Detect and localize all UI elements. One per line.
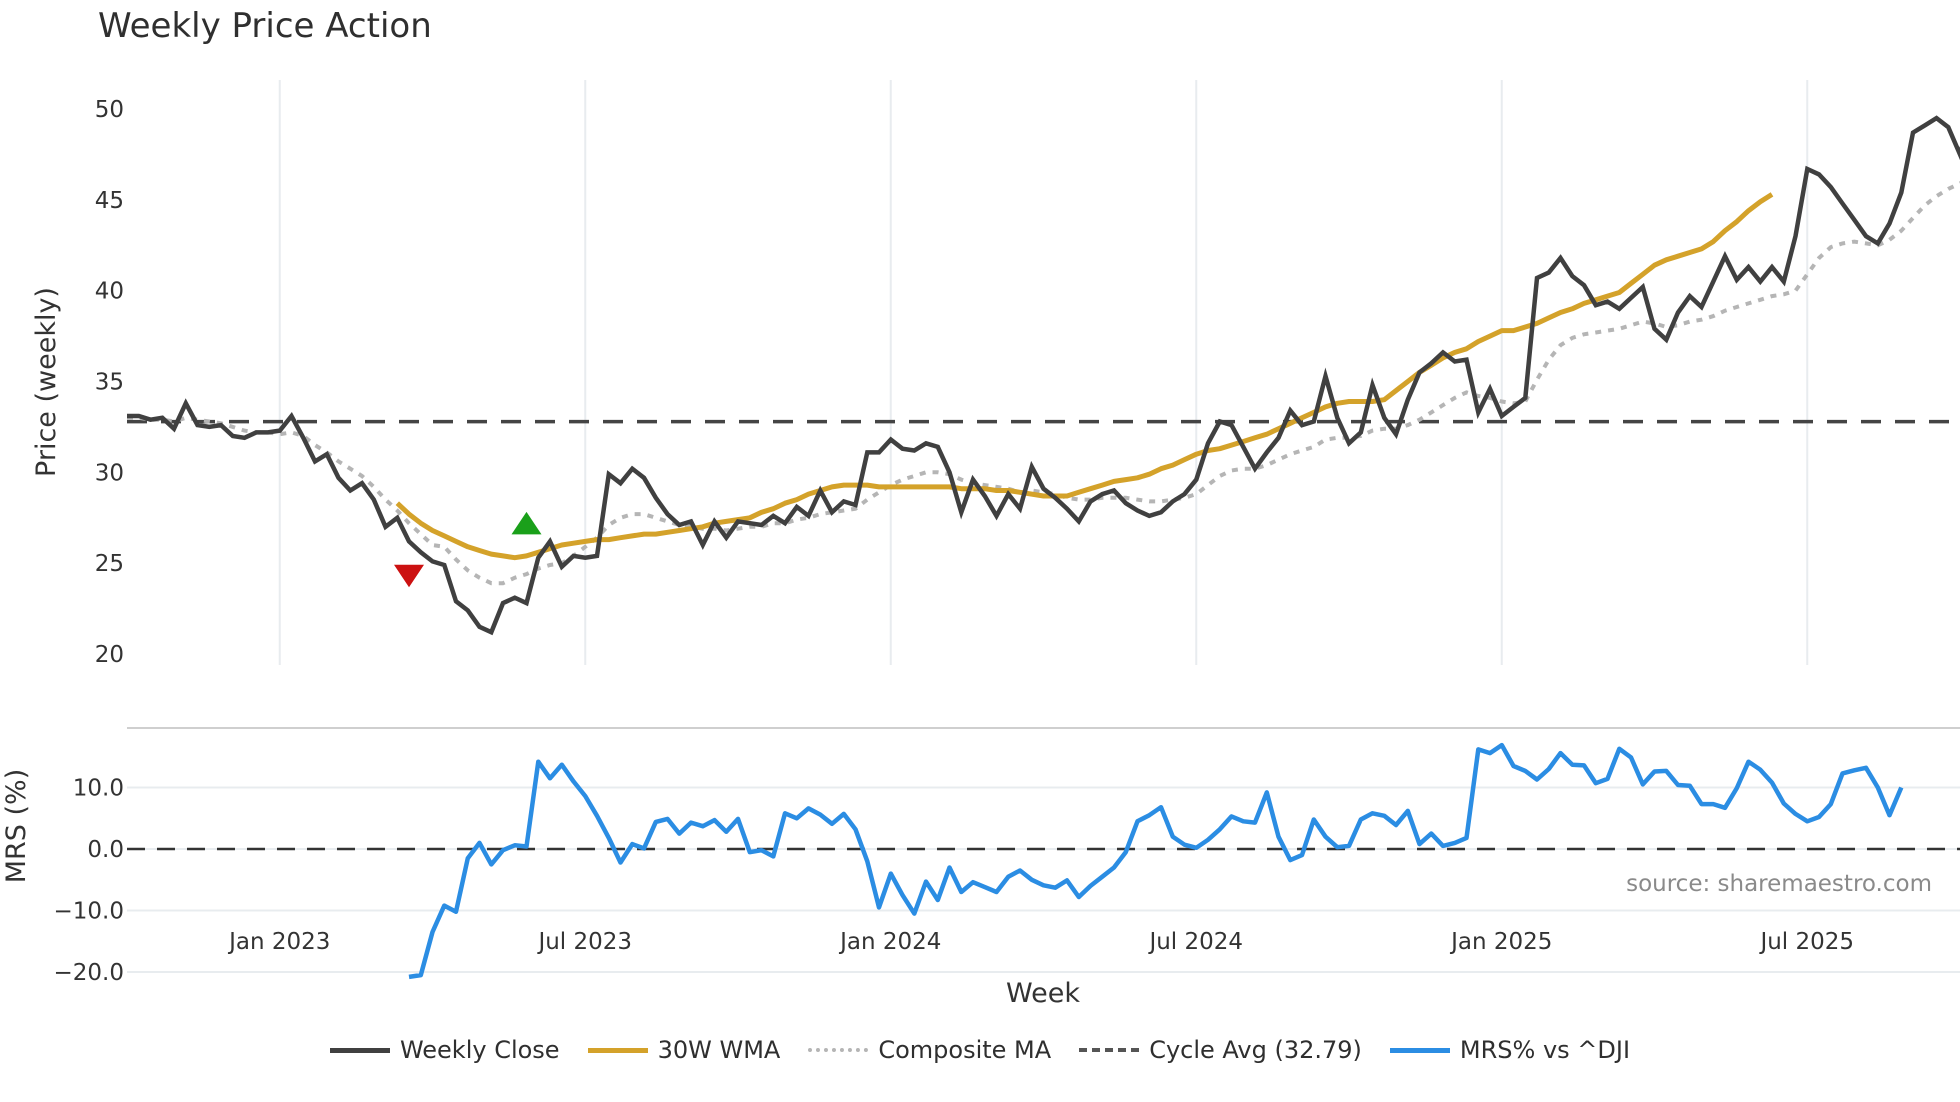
legend-label: Weekly Close <box>399 1036 560 1064</box>
mrs-line <box>408 742 1904 980</box>
source-note: source: sharemaestro.com <box>1626 871 1932 897</box>
price-tick-label: 40 <box>95 279 124 305</box>
legend-item-wma[interactable]: 30W WMA <box>587 1036 781 1064</box>
mrs-tick-label: 0.0 <box>87 837 124 863</box>
sell-signal-icon <box>394 564 424 588</box>
legend-item-cycle-avg[interactable]: Cycle Avg (32.79) <box>1079 1036 1362 1064</box>
weekly-close-line <box>127 115 1960 636</box>
price-tick-label: 25 <box>95 551 124 577</box>
cycle-avg-swatch-icon <box>1079 1048 1140 1052</box>
legend-item-mrs[interactable]: MRS% vs ^DJI <box>1389 1036 1631 1064</box>
legend-item-composite-ma[interactable]: Composite MA <box>808 1036 1051 1064</box>
signal-markers <box>394 511 542 588</box>
legend-label: Cycle Avg (32.79) <box>1149 1036 1362 1064</box>
price-tick-label: 20 <box>95 642 124 668</box>
price-y-axis: 20 25 30 35 40 45 50 <box>95 97 124 668</box>
price-tick-label: 35 <box>95 370 124 396</box>
mrs-swatch-icon <box>1389 1047 1450 1053</box>
x-tick-label: Jul 2023 <box>536 929 632 955</box>
mrs-y-axis: −20.0 −10.0 0.0 10.0 <box>54 776 124 987</box>
mrs-tick-label: −10.0 <box>54 899 124 925</box>
legend-label: 30W WMA <box>657 1036 781 1064</box>
price-y-axis-title: Price (weekly) <box>31 287 62 477</box>
x-tick-label: Jul 2024 <box>1147 929 1243 955</box>
buy-signal-icon <box>511 511 542 535</box>
x-tick-label: Jan 2024 <box>838 929 941 955</box>
x-tick-label: Jan 2023 <box>227 929 330 955</box>
chart-title: Weekly Price Action <box>98 6 432 46</box>
mrs-y-axis-title: MRS (%) <box>1 769 32 884</box>
wma-30w-line <box>395 192 1774 561</box>
wma-swatch-icon <box>587 1047 648 1053</box>
weekly-close-swatch-icon <box>329 1047 390 1053</box>
x-tick-label: Jan 2025 <box>1449 929 1552 955</box>
price-tick-label: 45 <box>95 188 124 214</box>
legend: Weekly Close 30W WMA Composite MA Cycle … <box>0 1036 1960 1064</box>
x-tick-label: Jul 2025 <box>1758 929 1854 955</box>
price-tick-label: 30 <box>95 460 124 486</box>
mrs-tick-label: −20.0 <box>54 960 124 986</box>
mrs-tick-label: 10.0 <box>73 776 124 802</box>
legend-label: Composite MA <box>878 1036 1052 1064</box>
x-axis-title: Week <box>1006 978 1080 1009</box>
price-tick-label: 50 <box>95 97 124 123</box>
legend-label: MRS% vs ^DJI <box>1459 1036 1631 1064</box>
composite-ma-swatch-icon <box>808 1048 869 1052</box>
legend-item-weekly-close[interactable]: Weekly Close <box>329 1036 560 1064</box>
x-axis: Jan 2023 Jul 2023 Jan 2024 Jul 2024 Jan 2025… <box>227 929 1854 955</box>
